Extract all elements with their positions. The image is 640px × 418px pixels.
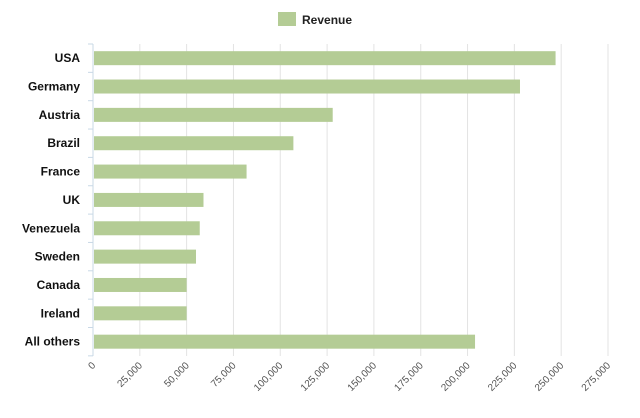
- category-labels: USA Germany Austria Brazil France UK Venezuela…: [22, 51, 81, 349]
- bar-austria: [94, 107, 333, 122]
- bar-ireland: [94, 306, 187, 321]
- category-label: Germany: [28, 80, 80, 94]
- bar-canada: [94, 277, 187, 292]
- category-label: All others: [25, 335, 81, 349]
- category-label: Canada: [37, 278, 81, 292]
- y-axis: [88, 43, 94, 357]
- x-tick-label: 225,000: [486, 360, 520, 394]
- bar-venezuela: [94, 221, 200, 236]
- category-label: Venezuela: [22, 221, 80, 235]
- x-tick-label: 250,000: [533, 360, 567, 394]
- category-label: Brazil: [47, 136, 80, 150]
- legend: Revenue: [278, 12, 352, 27]
- bar-brazil: [94, 136, 294, 151]
- bar-france: [94, 164, 247, 179]
- x-tick-label: 200,000: [439, 360, 473, 394]
- bar-sweden: [94, 249, 196, 264]
- category-label: Sweden: [35, 250, 80, 264]
- bar-usa: [94, 51, 556, 66]
- x-tick-labels: 0 25,000 50,000 75,000 100,000 125,000 150,000…: [86, 360, 613, 394]
- category-label: Ireland: [41, 306, 80, 320]
- bar-all-others: [94, 334, 476, 349]
- x-tick-label: 75,000: [209, 360, 239, 390]
- bars: [94, 51, 556, 349]
- x-tick-label: 275,000: [580, 360, 614, 394]
- legend-label-revenue: Revenue: [302, 13, 352, 27]
- x-tick-label: 150,000: [346, 360, 380, 394]
- bar-uk: [94, 192, 204, 207]
- x-tick-label: 0: [86, 360, 98, 372]
- x-tick-label: 25,000: [116, 360, 146, 390]
- category-label: UK: [63, 193, 81, 207]
- legend-swatch-revenue: [278, 12, 296, 26]
- x-tick-label: 175,000: [393, 360, 427, 394]
- category-label: France: [41, 165, 81, 179]
- x-tick-label: 125,000: [299, 360, 333, 394]
- category-label: Austria: [39, 108, 81, 122]
- category-label: USA: [55, 51, 81, 65]
- x-tick-label: 50,000: [162, 360, 192, 390]
- bar-germany: [94, 79, 520, 94]
- gridlines: [139, 44, 609, 356]
- x-tick-label: 100,000: [252, 360, 286, 394]
